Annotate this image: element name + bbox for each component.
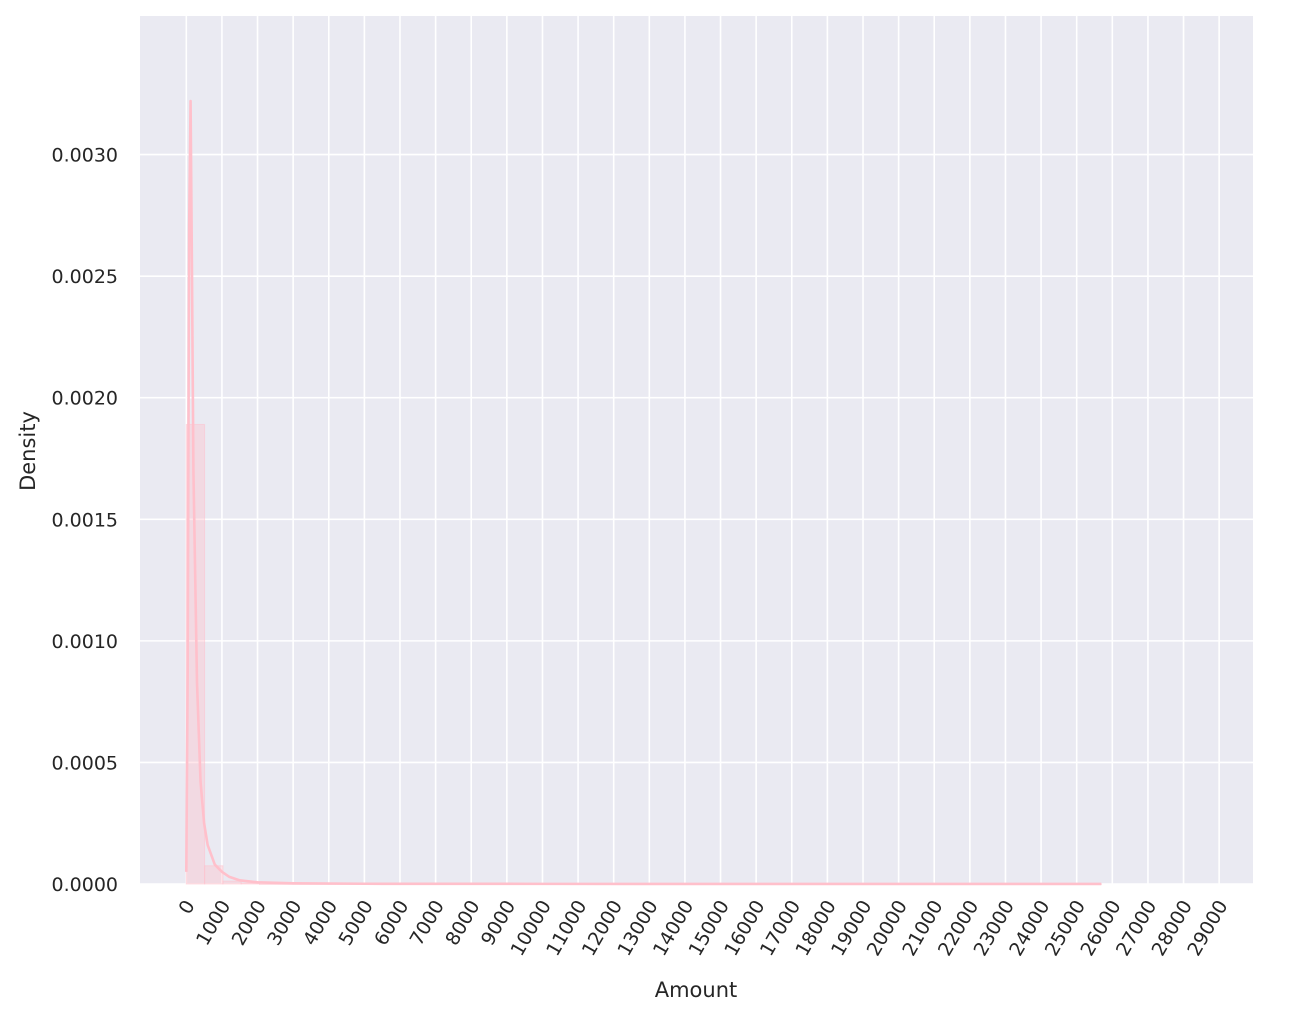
plot-area bbox=[140, 16, 1253, 884]
x-axis-title: Amount bbox=[655, 978, 738, 1002]
y-tick-label: 0.0005 bbox=[52, 752, 118, 774]
y-tick-label: 0.0010 bbox=[52, 631, 118, 653]
x-tick-label: 3000 bbox=[263, 897, 306, 950]
x-tick-label: 0 bbox=[175, 897, 200, 918]
x-tick-label: 5000 bbox=[334, 897, 377, 950]
y-tick-label: 0.0015 bbox=[52, 509, 118, 531]
y-tick-label: 0.0025 bbox=[52, 266, 118, 288]
x-tick-label: 1000 bbox=[192, 897, 235, 950]
x-tick-label: 4000 bbox=[299, 897, 342, 950]
kde-line bbox=[185, 99, 1102, 886]
y-tick-label: 0.0000 bbox=[52, 874, 118, 896]
histogram-bar bbox=[204, 865, 224, 885]
x-tick-label: 7000 bbox=[406, 897, 449, 950]
y-tick-label: 0.0020 bbox=[52, 388, 118, 410]
x-tick-label: 6000 bbox=[370, 897, 413, 950]
histogram-bar bbox=[222, 880, 242, 885]
x-tick-label: 8000 bbox=[441, 897, 484, 950]
x-tick-labels: 0100020003000400050006000700080009000100… bbox=[175, 897, 1233, 960]
y-tick-label: 0.0030 bbox=[52, 145, 118, 167]
kde-curve bbox=[185, 99, 1102, 886]
y-tick-labels: 0.0000 0.0005 0.0010 0.0015 0.0020 0.0025 0.00… bbox=[52, 145, 118, 896]
y-axis-title: Density bbox=[16, 411, 40, 491]
x-tick-label: 2000 bbox=[228, 897, 271, 950]
